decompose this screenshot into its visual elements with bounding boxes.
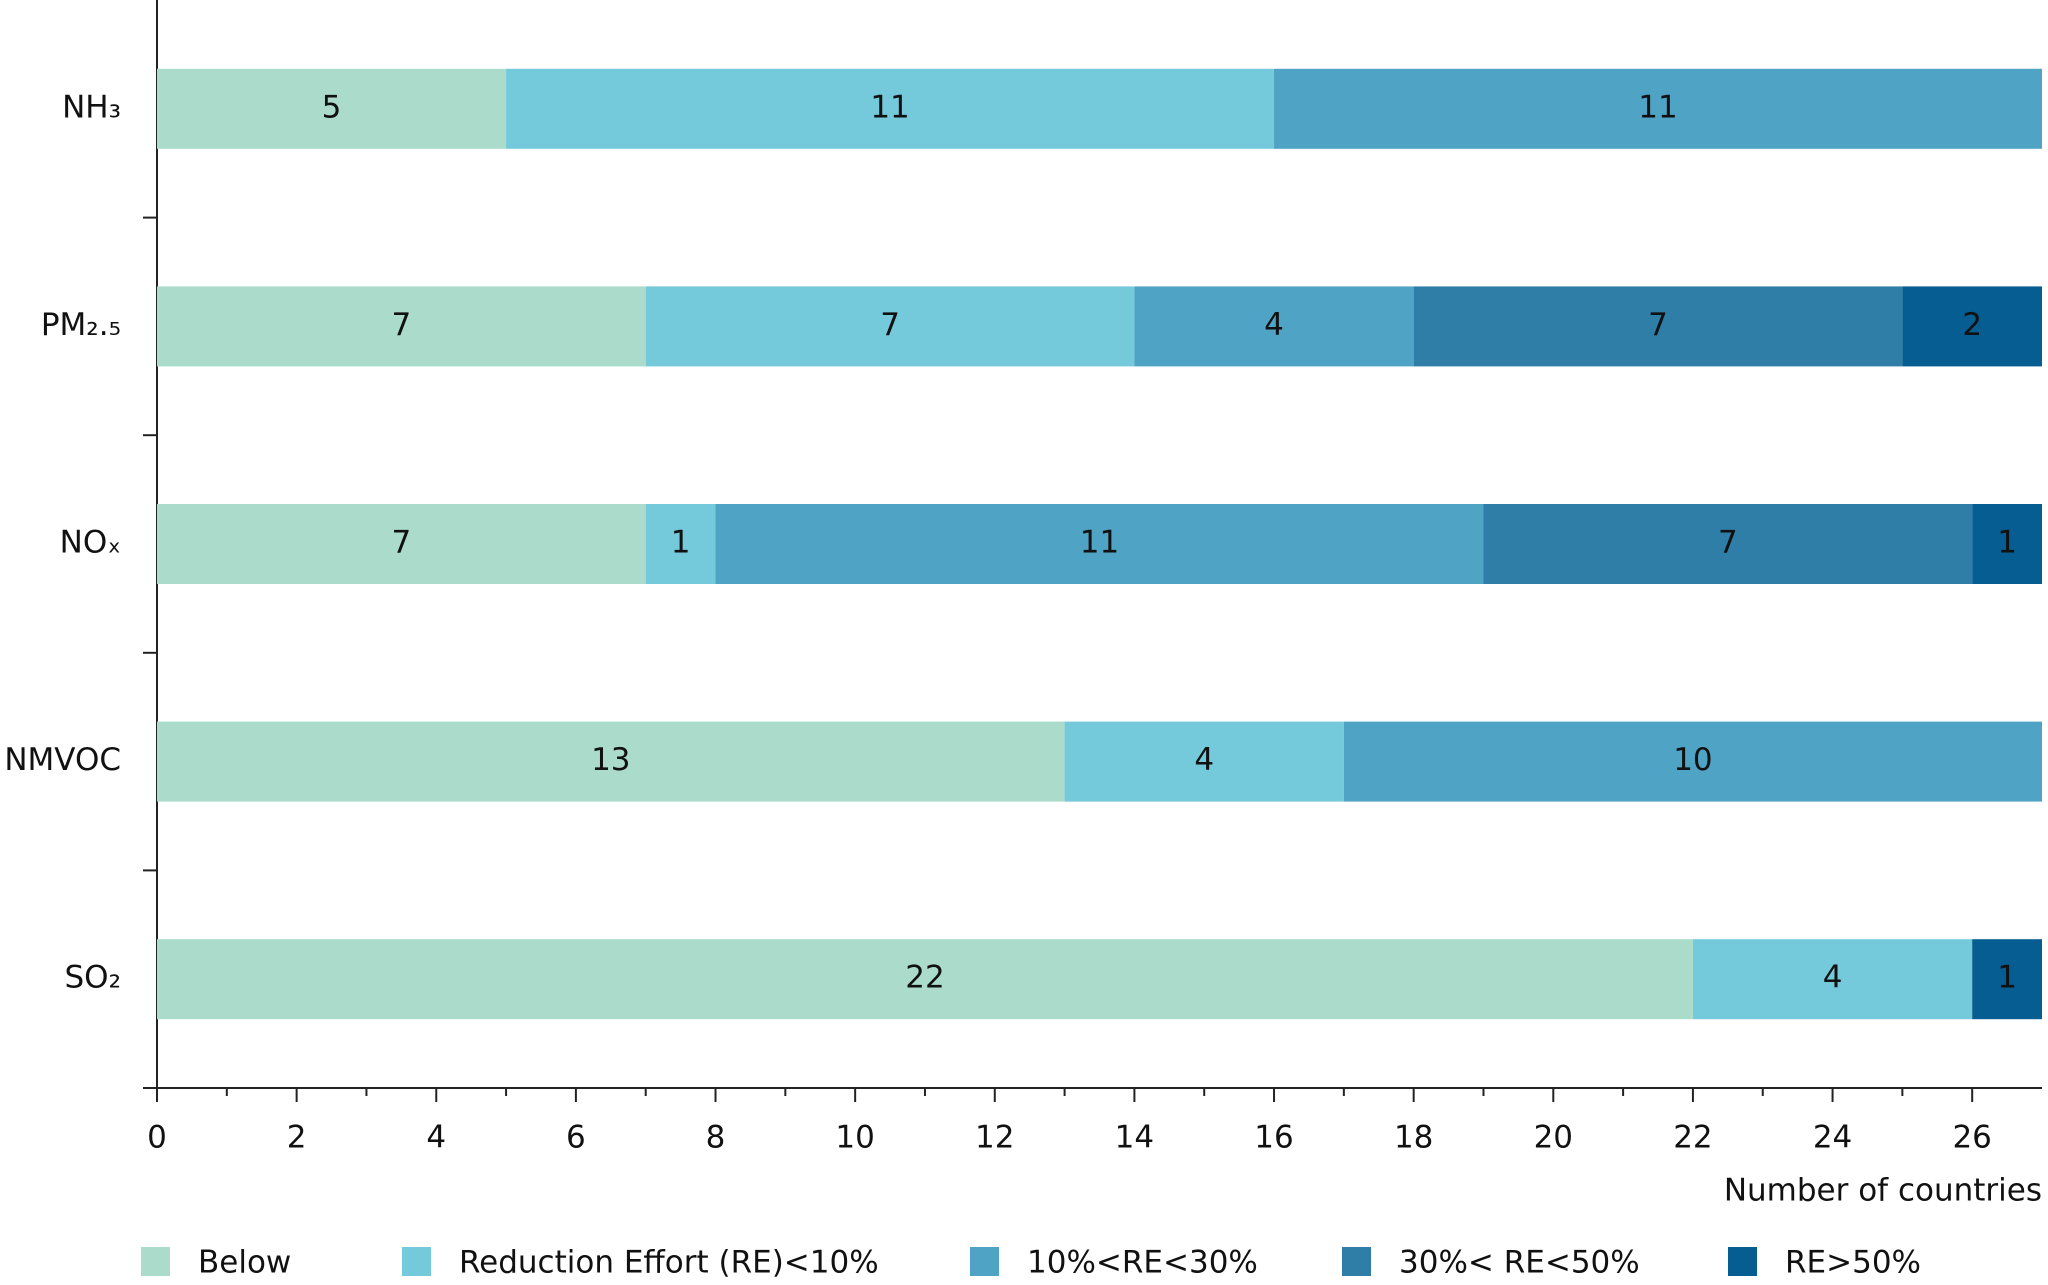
legend-swatch <box>970 1247 999 1276</box>
bar-segment <box>645 286 1135 367</box>
bar-segment <box>1064 721 1344 802</box>
value-label: 10 <box>1673 742 1712 778</box>
x-tick-label: 2 <box>287 1120 307 1156</box>
x-tick-label: 22 <box>1673 1120 1712 1156</box>
value-label: 7 <box>1648 307 1668 343</box>
bar-segment <box>645 504 716 584</box>
bar-segment <box>1972 939 2042 1020</box>
x-tick-label: 26 <box>1952 1120 1991 1156</box>
legend-label: Below <box>198 1245 291 1281</box>
x-tick-label: 18 <box>1394 1120 1433 1156</box>
legend-label: Reduction Effort (RE)<10% <box>459 1245 879 1281</box>
y-tick-label: PM₂.₅ <box>41 307 121 343</box>
x-tick-label: 8 <box>706 1120 726 1156</box>
bar-segment <box>1692 939 1973 1020</box>
value-label: 7 <box>391 307 411 343</box>
value-label: 5 <box>322 89 342 125</box>
y-tick-label: NH₃ <box>62 89 121 125</box>
legend-label: RE>50% <box>1785 1245 1921 1281</box>
bar-segment <box>1343 721 2042 802</box>
bar-segment <box>1274 68 2042 149</box>
x-tick-label: 0 <box>147 1120 167 1156</box>
legend-label: 10%<RE<30% <box>1027 1245 1258 1281</box>
x-tick-label: 20 <box>1534 1120 1573 1156</box>
x-tick-label: 24 <box>1813 1120 1852 1156</box>
bar-segment <box>1972 504 2042 584</box>
value-label: 11 <box>1080 525 1119 561</box>
value-label: 11 <box>870 89 909 125</box>
value-label: 4 <box>1194 742 1214 778</box>
x-tick-label: 6 <box>566 1120 586 1156</box>
bar-segment <box>506 68 1275 149</box>
value-label: 4 <box>1823 960 1843 996</box>
x-tick-label: 12 <box>975 1120 1014 1156</box>
value-label: 1 <box>671 525 691 561</box>
bar-segment <box>157 68 507 149</box>
value-label: 13 <box>591 742 630 778</box>
value-label: 7 <box>880 307 900 343</box>
legend-swatch <box>1728 1247 1757 1276</box>
x-tick-label: 14 <box>1115 1120 1154 1156</box>
legend-label: 30%< RE<50% <box>1399 1245 1640 1281</box>
legend-swatch <box>141 1247 170 1276</box>
x-tick-label: 4 <box>426 1120 446 1156</box>
value-label: 22 <box>905 960 944 996</box>
bar-segment <box>157 504 646 584</box>
value-label: 4 <box>1264 307 1284 343</box>
y-tick-label: NMVOC <box>4 742 121 778</box>
value-label: 7 <box>391 525 411 561</box>
x-tick-label: 10 <box>835 1120 874 1156</box>
value-label: 1 <box>1997 960 2017 996</box>
bar-segment <box>157 939 1693 1020</box>
bar-segment <box>1902 286 2042 367</box>
value-label: 7 <box>1718 525 1738 561</box>
y-tick-label: SO₂ <box>64 960 121 996</box>
value-label: 11 <box>1638 89 1677 125</box>
x-tick-label: 16 <box>1254 1120 1293 1156</box>
y-tick-label: NOₓ <box>60 525 121 561</box>
bar-segment <box>1413 286 1903 367</box>
bar-segment <box>1483 504 1973 584</box>
value-label: 2 <box>1962 307 1982 343</box>
legend-swatch <box>1342 1247 1371 1276</box>
bar-segment <box>157 721 1065 802</box>
x-axis-label: Number of countries <box>1724 1173 2042 1209</box>
legend-swatch <box>402 1247 431 1276</box>
bar-segment <box>157 286 646 367</box>
value-label: 1 <box>1997 525 2017 561</box>
bar-segment <box>1134 286 1414 367</box>
bar-segment <box>715 504 1484 584</box>
